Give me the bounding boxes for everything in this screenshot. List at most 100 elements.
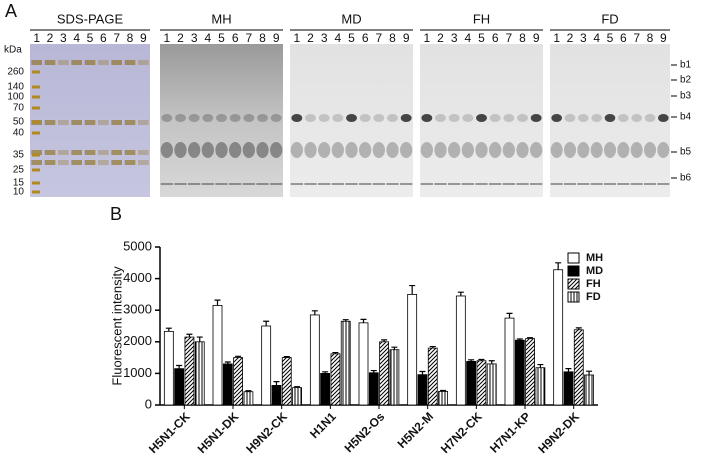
gel-band xyxy=(270,183,283,185)
gel-band xyxy=(304,183,317,185)
gel-band xyxy=(359,183,372,185)
gel-band xyxy=(111,60,122,65)
marker-label: 25 xyxy=(13,165,25,176)
gel-band xyxy=(489,142,502,158)
gel-band xyxy=(138,120,149,125)
gel-band xyxy=(58,60,69,65)
gel-band xyxy=(617,142,630,158)
gel-band xyxy=(332,114,344,122)
x-tick-label: H5N1-CK xyxy=(146,409,193,455)
gel-band xyxy=(71,120,82,125)
gel-band xyxy=(503,114,515,122)
legend-swatch xyxy=(567,252,580,264)
gel-band xyxy=(160,183,173,185)
bar xyxy=(261,325,272,406)
error-bar xyxy=(516,338,523,341)
bar xyxy=(476,360,487,406)
error-bar xyxy=(370,369,377,373)
gel-band xyxy=(386,183,399,185)
gel-band xyxy=(462,114,474,122)
bar xyxy=(563,371,574,406)
lane-label: 2 xyxy=(307,31,314,45)
gel-band xyxy=(84,160,96,165)
y-tick-label: 2000 xyxy=(123,333,152,348)
error-bar xyxy=(555,262,562,270)
gel-band xyxy=(372,142,385,158)
error-bar xyxy=(186,333,193,338)
marker-label: 15 xyxy=(13,178,25,189)
gel-band xyxy=(138,60,149,65)
lane-label: 4 xyxy=(73,31,80,45)
lane-label: 1 xyxy=(33,31,40,45)
lane-label: 2 xyxy=(47,31,54,45)
gel-band xyxy=(476,114,487,122)
gel-band xyxy=(318,114,330,122)
lane-label: 1 xyxy=(423,31,430,45)
bar xyxy=(504,317,515,406)
gel-band xyxy=(31,150,42,155)
gel-band xyxy=(215,142,228,158)
marker-label: 10 xyxy=(13,187,25,198)
gel-band xyxy=(387,114,398,122)
gel-band xyxy=(617,183,630,185)
gel-band xyxy=(44,150,56,155)
bar xyxy=(525,338,535,406)
bar xyxy=(340,320,351,406)
gel-band xyxy=(257,114,268,122)
gel-band xyxy=(657,183,670,185)
gel-band xyxy=(174,142,187,158)
marker-label: 50 xyxy=(13,117,25,128)
lane-label: 1 xyxy=(163,31,170,45)
lane-label: 5 xyxy=(607,31,614,45)
x-tick-label: H9N2-CK xyxy=(243,409,290,455)
gel-band xyxy=(160,142,173,158)
gel-band xyxy=(98,150,109,155)
gel-band xyxy=(188,142,201,158)
gel-band xyxy=(229,183,242,185)
lane-label: 6 xyxy=(232,31,239,45)
legend-label: MD xyxy=(586,265,603,277)
legend-label: MH xyxy=(586,252,603,264)
gel-band xyxy=(434,183,447,185)
legend-label: FD xyxy=(586,291,601,303)
marker-band xyxy=(32,120,40,124)
marker-label: 260 xyxy=(7,67,24,78)
marker-label: 70 xyxy=(13,103,25,114)
error-bar xyxy=(409,284,416,295)
gel-band xyxy=(256,142,269,158)
lane-label: 8 xyxy=(647,31,654,45)
gel-band xyxy=(216,114,227,122)
gel-band xyxy=(644,183,656,185)
lane-label: 3 xyxy=(321,31,328,45)
error-bar xyxy=(478,358,485,361)
gel-band xyxy=(530,142,543,158)
lane-label: 2 xyxy=(177,31,184,45)
gel-band xyxy=(400,114,412,122)
error-bar xyxy=(381,339,388,342)
bar xyxy=(573,329,584,406)
error-bar xyxy=(332,351,339,354)
error-bar xyxy=(565,368,572,372)
gel-band xyxy=(489,114,501,122)
gel-band xyxy=(161,114,173,122)
gel-band xyxy=(31,160,42,165)
marker-band xyxy=(32,95,40,99)
band-label: b2 xyxy=(680,75,692,86)
gel-band xyxy=(577,142,590,158)
gel-title: FH xyxy=(473,11,490,26)
gel-band xyxy=(604,183,616,185)
legend-label: FH xyxy=(586,278,601,290)
gel-title: MD xyxy=(341,11,361,26)
gel-band xyxy=(590,142,603,158)
gel-band xyxy=(138,150,149,155)
gel-band xyxy=(657,142,670,158)
gel-band xyxy=(98,60,109,65)
gel-band xyxy=(98,160,109,165)
lane-label: 4 xyxy=(204,31,211,45)
lane-label: 6 xyxy=(492,31,499,45)
lane-label: 4 xyxy=(334,31,341,45)
gel-band xyxy=(124,160,136,165)
gel-band xyxy=(58,120,69,125)
gel-band xyxy=(331,142,344,158)
lane-label: 9 xyxy=(660,31,667,45)
